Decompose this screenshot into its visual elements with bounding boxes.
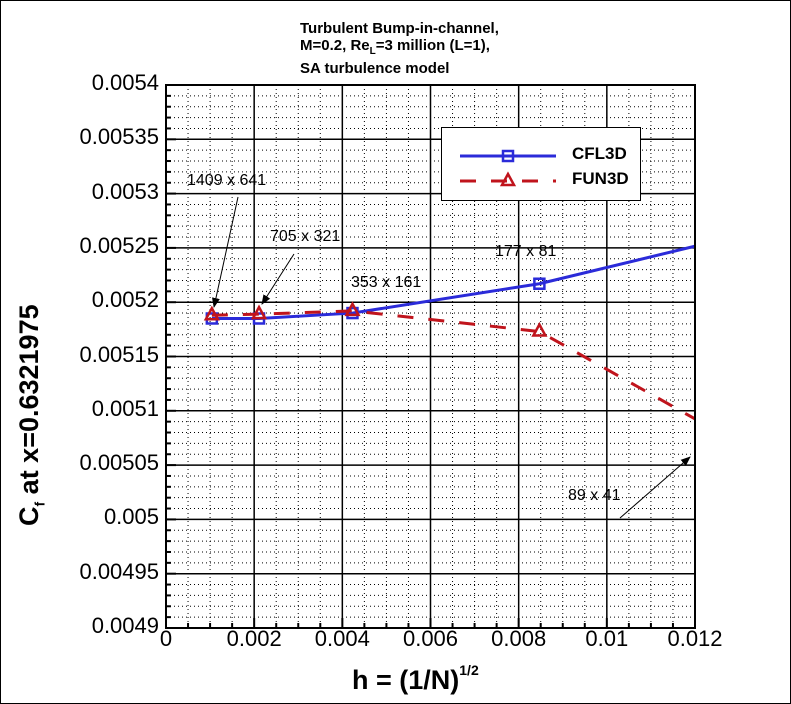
legend: CFL3D FUN3D <box>441 127 641 201</box>
y-tick-label: 0.00505 <box>79 450 159 476</box>
annotation-label: 177 x 81 <box>495 243 557 260</box>
triangle-marker-icon <box>344 301 361 317</box>
annotation-label: 1409 x 641 <box>187 172 267 189</box>
triangle-marker-icon <box>250 304 268 320</box>
y-tick-label: 0.0054 <box>91 70 159 95</box>
x-tick-label: 0.002 <box>226 626 282 651</box>
x-axis-label: h = (1/N)1/2 <box>352 662 479 695</box>
annotation-label: 89 x 41 <box>568 487 621 504</box>
x-tick-label: 0.006 <box>402 626 459 651</box>
y-tick-label: 0.0053 <box>91 178 159 204</box>
square-marker-icon <box>533 277 546 290</box>
series-line-fun3d <box>211 309 695 421</box>
triangle-marker-icon <box>531 321 548 337</box>
annotation-label: 353 x 161 <box>351 274 422 291</box>
arrow-icon <box>212 196 239 308</box>
x-tick-label: 0 <box>159 626 173 651</box>
series-line-cfl3d <box>211 244 695 320</box>
chart-title: Turbulent Bump-in-channel, M=0.2, ReL=3 … <box>300 20 499 77</box>
arrow-icon <box>619 456 691 519</box>
legend-label-fun3d: FUN3D <box>572 169 629 188</box>
square-marker-icon <box>501 149 515 163</box>
annotation-arrows <box>212 196 691 519</box>
x-tick-label: 0.012 <box>667 626 723 651</box>
y-tick-label: 0.0049 <box>91 613 159 638</box>
x-tick-label: 0.01 <box>585 626 629 651</box>
triangle-marker-icon <box>499 171 517 187</box>
triangle-marker-icon <box>203 305 220 321</box>
legend-label-cfl3d: CFL3D <box>572 144 627 163</box>
y-tick-label: 0.00515 <box>79 341 159 367</box>
y-tick-label: 0.005 <box>103 504 159 530</box>
y-tick-label: 0.0052 <box>91 287 159 313</box>
y-tick-label: 0.0051 <box>91 395 159 421</box>
annotation-label: 705 x 321 <box>270 228 341 245</box>
arrow-icon <box>261 253 295 305</box>
x-tick-label: 0.008 <box>491 626 547 651</box>
y-tick-label: 0.00495 <box>79 558 159 584</box>
y-tick-label: 0.00525 <box>79 232 159 258</box>
x-tick-label: 0.004 <box>314 626 370 651</box>
curves <box>203 244 695 421</box>
axes-box <box>165 84 696 629</box>
y-tick-label: 0.00535 <box>79 124 159 150</box>
